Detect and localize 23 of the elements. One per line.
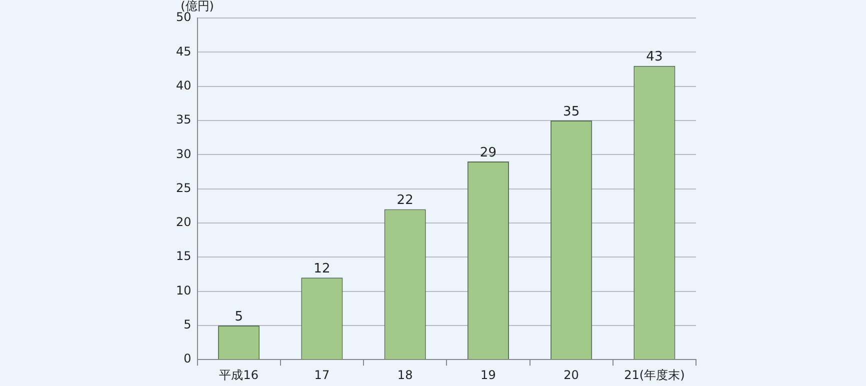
x-tick-label: 21(年度末) — [624, 368, 685, 382]
y-tick-label: 45 — [176, 44, 192, 58]
y-tick-label: 10 — [176, 283, 192, 298]
x-tick-label: 19 — [480, 368, 496, 382]
data-label: 43 — [646, 50, 663, 65]
y-tick-label: 15 — [176, 249, 192, 264]
data-label: 12 — [314, 261, 330, 276]
x-tick-label: 20 — [564, 368, 579, 382]
y-tick-label: 25 — [176, 180, 192, 195]
y-tick-label: 30 — [176, 146, 192, 161]
y-tick-label: 40 — [176, 78, 192, 92]
y-tick-label: 0 — [184, 352, 192, 366]
x-tick-label: 18 — [397, 368, 413, 382]
data-label: 29 — [480, 145, 496, 160]
y-axis-title: (億円) — [180, 0, 214, 14]
y-tick-label: 5 — [184, 318, 192, 332]
data-label: 5 — [234, 309, 243, 324]
y-tick-label: 35 — [176, 112, 192, 127]
x-tick-label: 17 — [314, 368, 330, 382]
data-label: 35 — [563, 104, 580, 120]
y-tick-label: 20 — [176, 215, 192, 230]
data-label: 22 — [396, 193, 414, 208]
x-tick-label: 平成16 — [219, 368, 258, 382]
